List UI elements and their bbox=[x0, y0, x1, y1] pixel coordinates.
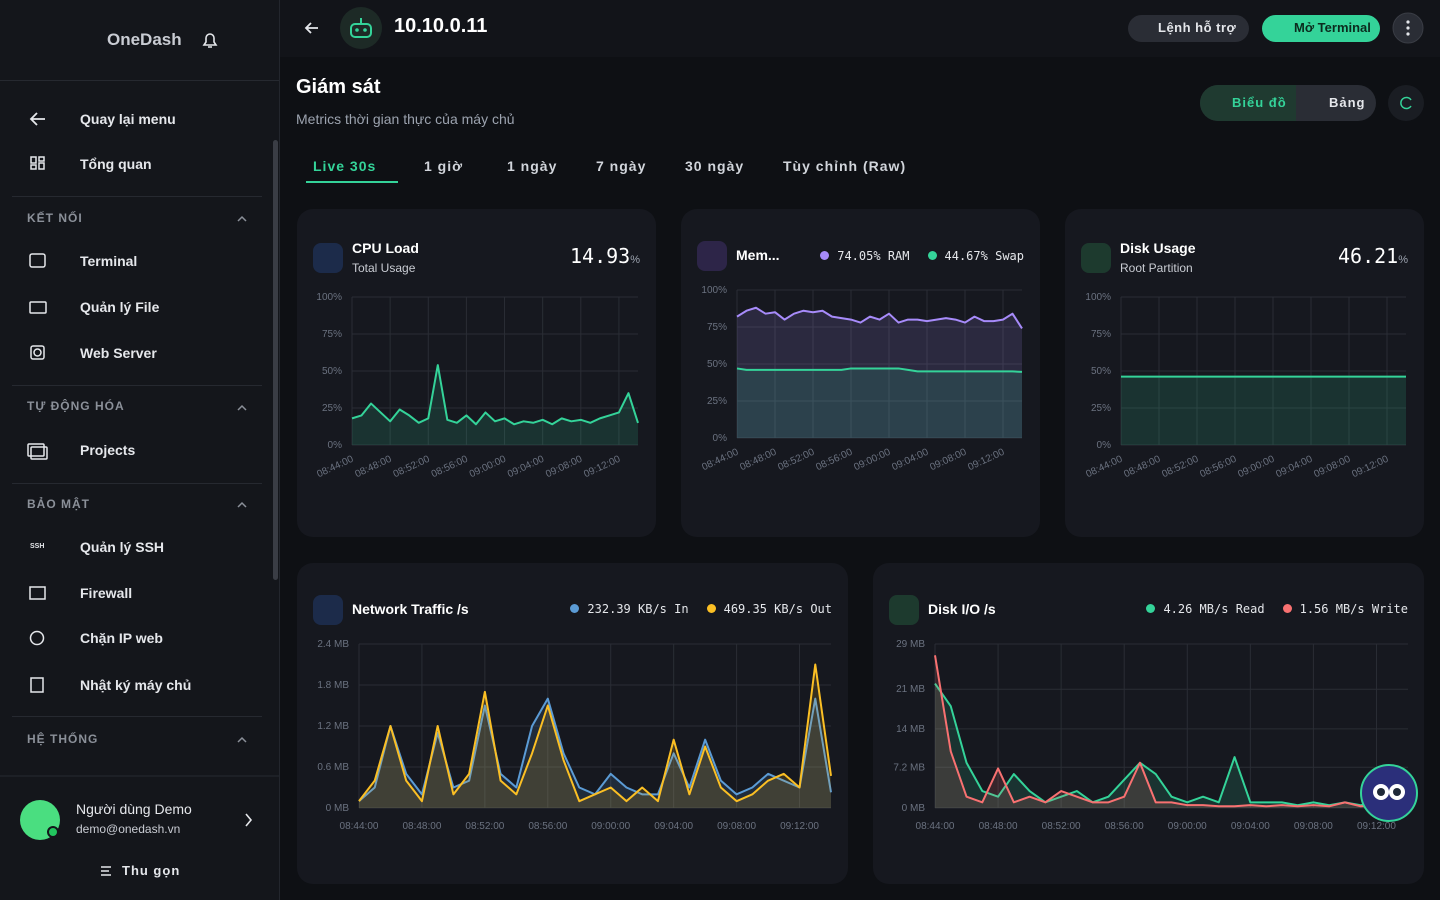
nav-item[interactable]: Terminal bbox=[80, 253, 138, 269]
legend: 74.05% RAM 44.67% Swap bbox=[802, 247, 1024, 265]
legend-dot bbox=[1282, 604, 1292, 613]
section-title[interactable]: TỰ ĐỘNG HÓA bbox=[27, 399, 125, 413]
legend-name: Out bbox=[810, 602, 832, 616]
card-icon bbox=[313, 595, 343, 625]
header-icons bbox=[304, 7, 1424, 121]
divider bbox=[12, 483, 262, 484]
tab[interactable]: 1 ngày bbox=[507, 158, 558, 174]
card-subtitle: Total Usage bbox=[352, 261, 416, 275]
legend-name: Write bbox=[1371, 602, 1408, 616]
unit: % bbox=[1398, 254, 1408, 266]
nav-item[interactable]: Quản lý File bbox=[80, 299, 160, 315]
page-subtitle: Metrics thời gian thực của máy chủ bbox=[296, 111, 515, 127]
collapse-button[interactable]: Thu gọn bbox=[122, 863, 181, 878]
divider bbox=[12, 196, 262, 197]
user-email: demo@onedash.vn bbox=[76, 822, 181, 836]
disk-card: Disk Usage Root Partition 46.21% bbox=[1065, 209, 1424, 537]
section-title[interactable]: KẾT NỐI bbox=[27, 211, 83, 225]
nav-item[interactable]: Web Server bbox=[80, 345, 157, 361]
legend-name: RAM bbox=[887, 249, 910, 263]
tab[interactable]: Live 30s bbox=[313, 158, 377, 174]
tab[interactable]: 7 ngày bbox=[596, 158, 647, 174]
sidebar: OneDash Quay lại menu Tổng quan KẾT NỐI … bbox=[0, 0, 280, 900]
card-title: Network Traffic /s bbox=[352, 601, 469, 617]
legend-name: Swap bbox=[995, 249, 1024, 263]
nav-item[interactable]: Quay lại menu bbox=[80, 111, 176, 127]
legend-dot bbox=[706, 604, 716, 613]
legend-dot bbox=[1146, 604, 1156, 613]
legend-name: In bbox=[674, 602, 689, 616]
legend-value: 4.26 MB/s bbox=[1163, 602, 1229, 616]
view-table[interactable]: Bảng bbox=[1329, 95, 1366, 110]
view-chart[interactable]: Biểu đồ bbox=[1232, 95, 1287, 110]
ssh-icon: SSH bbox=[30, 543, 45, 550]
cpu-card: CPU Load Total Usage 14.93% bbox=[297, 209, 656, 537]
assistant-avatar[interactable] bbox=[1358, 762, 1420, 824]
help-button[interactable]: Lệnh hỗ trợ bbox=[1158, 20, 1237, 35]
legend-value: 469.35 KB/s bbox=[723, 602, 804, 616]
sidebar-icons bbox=[0, 112, 279, 876]
legend-dot bbox=[820, 251, 830, 260]
divider bbox=[0, 80, 279, 81]
card-icon bbox=[697, 241, 727, 271]
legend: 232.39 KB/s In 469.35 KB/s Out bbox=[552, 600, 832, 618]
value: 14.93 bbox=[570, 244, 631, 268]
logo[interactable]: OneDash bbox=[107, 30, 182, 49]
nav-item[interactable]: Chặn IP web bbox=[80, 630, 163, 646]
legend-dot bbox=[927, 251, 937, 260]
tab-underline bbox=[306, 181, 398, 183]
legend-dot bbox=[570, 604, 580, 613]
bell-icon[interactable] bbox=[200, 30, 220, 50]
nav-item[interactable]: Projects bbox=[80, 442, 136, 458]
divider bbox=[12, 716, 262, 717]
disk-io-card: Disk I/O /s 4.26 MB/s Read 1.56 MB/s Writ… bbox=[873, 563, 1424, 884]
legend-name: Read bbox=[1235, 602, 1265, 616]
section-title[interactable]: BẢO MẬT bbox=[27, 497, 90, 511]
unit: % bbox=[630, 254, 640, 266]
nav-item[interactable]: Quản lý SSH bbox=[80, 539, 165, 555]
nav-item[interactable]: Tổng quan bbox=[80, 156, 152, 172]
card-title: Mem... bbox=[736, 247, 780, 263]
tab[interactable]: 1 giờ bbox=[424, 158, 464, 174]
divider bbox=[12, 385, 262, 386]
legend-value: 1.56 MB/s bbox=[1299, 602, 1365, 616]
card-title: CPU Load bbox=[352, 240, 419, 256]
card-icon bbox=[1081, 243, 1111, 273]
host-title: 10.10.0.11 bbox=[394, 15, 488, 37]
section-title[interactable]: HỆ THỐNG bbox=[27, 732, 99, 746]
card-title: Disk Usage bbox=[1120, 240, 1196, 256]
current-value: 14.93% bbox=[570, 244, 640, 269]
tab[interactable]: Tùy chỉnh (Raw) bbox=[783, 158, 907, 174]
terminal-button[interactable]: Mở Terminal bbox=[1294, 20, 1371, 35]
card-icon bbox=[313, 243, 343, 273]
card-subtitle: Root Partition bbox=[1120, 261, 1193, 275]
card-title: Disk I/O /s bbox=[928, 601, 996, 617]
nav-item[interactable]: Nhật ký máy chủ bbox=[80, 677, 192, 693]
network-card: Network Traffic /s 232.39 KB/s In 469.35 … bbox=[297, 563, 848, 884]
page-title: Giám sát bbox=[296, 76, 381, 98]
user-name[interactable]: Người dùng Demo bbox=[76, 801, 192, 817]
current-value: 46.21% bbox=[1338, 244, 1408, 269]
tab[interactable]: 30 ngày bbox=[685, 158, 745, 174]
legend-value: 74.05% bbox=[837, 249, 881, 263]
memory-card: Mem... 74.05% RAM 44.67% Swap bbox=[681, 209, 1040, 537]
value: 46.21 bbox=[1338, 244, 1399, 268]
nav-item[interactable]: Firewall bbox=[80, 585, 133, 601]
legend-value: 232.39 KB/s bbox=[587, 602, 667, 616]
card-icon bbox=[889, 595, 919, 625]
legend-value: 44.67% bbox=[944, 249, 988, 263]
legend: 4.26 MB/s Read 1.56 MB/s Write bbox=[1128, 600, 1408, 618]
